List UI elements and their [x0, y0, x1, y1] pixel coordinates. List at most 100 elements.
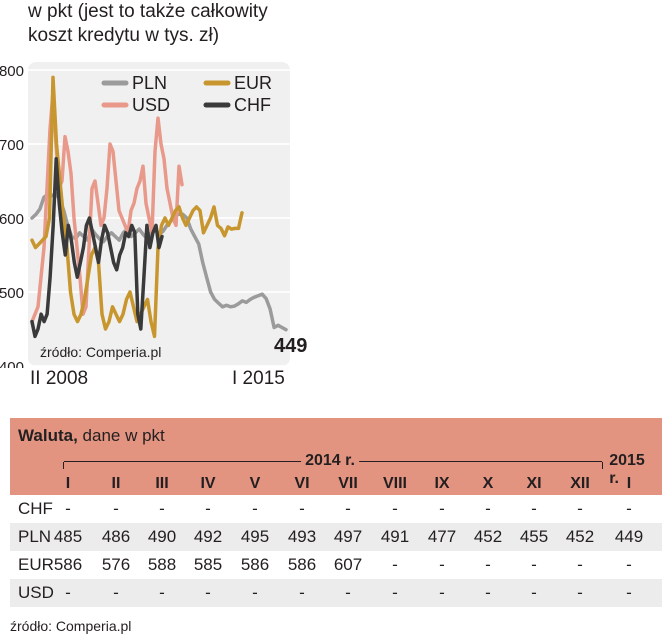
subtitle-line-1: w pkt (jest to także całkowity — [28, 1, 268, 22]
table-cell: - — [577, 555, 583, 574]
table-cell: - — [531, 555, 537, 574]
table-cell: 491 — [380, 527, 410, 546]
table-rows: CHF - - - - - - - - - - - - - PLN 485 486 490 492 495 493 497… — [10, 495, 662, 607]
month-label: III — [155, 475, 169, 492]
legend-label: CHF — [234, 95, 271, 115]
legend-label: USD — [132, 95, 170, 115]
table-cell: 586 — [53, 555, 83, 574]
table-cell: 495 — [240, 527, 270, 546]
table-cell: - — [485, 583, 491, 602]
table-cell: 607 — [333, 555, 363, 574]
month-label: XII — [570, 475, 590, 492]
table-cell: 490 — [147, 527, 177, 546]
month-label: IX — [434, 475, 450, 492]
table-cell: - — [252, 583, 258, 602]
y-tick-label: 800 — [0, 63, 24, 80]
month-label: XI — [526, 475, 542, 492]
currency-label: PLN — [18, 527, 52, 546]
table-cell: - — [392, 499, 398, 518]
table-cell: - — [345, 583, 351, 602]
group-label-2014: 2014 r. — [301, 452, 359, 470]
table-cell: - — [531, 583, 537, 602]
table-cell: 493 — [287, 527, 317, 546]
month-label: IV — [200, 475, 216, 492]
month-label: VIII — [382, 475, 408, 492]
table-cell: - — [626, 555, 632, 574]
month-label: V — [249, 475, 261, 492]
table-caption: Waluta, dane w pkt — [18, 426, 165, 446]
table-cell: - — [392, 583, 398, 602]
table-cell: - — [65, 499, 71, 518]
end-value-label: 449 — [274, 335, 307, 357]
table-cell: - — [439, 583, 445, 602]
legend-label: PLN — [132, 73, 167, 93]
table-cell: - — [205, 583, 211, 602]
table-cell: - — [531, 499, 537, 518]
plot-background — [28, 62, 290, 366]
table-cell: 452 — [473, 527, 503, 546]
table-cell: 452 — [565, 527, 595, 546]
month-labels: I II III IV V VI VII VIII IX X XI XII I — [10, 474, 662, 494]
table-cell: - — [392, 555, 398, 574]
caption-rest: dane w pkt — [77, 426, 165, 445]
table-cell: 477 — [427, 527, 457, 546]
y-tick-label: 700 — [0, 137, 24, 154]
y-tick-label: 400 — [0, 359, 24, 368]
y-tick-label: 600 — [0, 211, 24, 228]
month-label: X — [482, 475, 494, 492]
table-cell: 492 — [193, 527, 223, 546]
table-cell: 449 — [614, 527, 644, 546]
table-cell: - — [113, 583, 119, 602]
table-row: CHF - - - - - - - - - - - - - — [10, 495, 662, 523]
table-cell: - — [577, 499, 583, 518]
month-label: I — [65, 475, 71, 492]
table-cell: 485 — [53, 527, 83, 546]
table-cell: - — [299, 583, 305, 602]
table-cell: - — [439, 499, 445, 518]
month-label: VI — [294, 475, 310, 492]
table-cell: - — [439, 555, 445, 574]
table-cell: - — [485, 499, 491, 518]
table-cell: - — [252, 499, 258, 518]
table-cell: - — [485, 555, 491, 574]
currency-label: CHF — [18, 499, 53, 518]
year-groups: 2014 r. 2015 r. — [10, 452, 662, 488]
table-cell: - — [626, 583, 632, 602]
table-cell: - — [299, 499, 305, 518]
table-cell: 497 — [333, 527, 363, 546]
legend-label: EUR — [234, 73, 272, 93]
table-cell: - — [205, 499, 211, 518]
series-line-chf — [30, 157, 164, 339]
month-label: VII — [338, 475, 358, 492]
month-label: II — [111, 475, 121, 492]
currency-label: USD — [18, 583, 54, 602]
chart-source: źródło: Comperia.pl — [40, 344, 161, 360]
table-cell: - — [345, 499, 351, 518]
table-cell: 455 — [519, 527, 549, 546]
table-cell: - — [159, 583, 165, 602]
table-source: źródło: Comperia.pl — [10, 618, 132, 634]
group-label-2015: 2015 r. — [605, 452, 649, 488]
table-cell: - — [626, 499, 632, 518]
table-row: USD - - - - - - - - - - - - - — [10, 579, 662, 607]
table-row: EUR 586 576 588 585 586 586 607- - - - - - — [10, 551, 662, 579]
table-cell: 576 — [101, 555, 131, 574]
table-cell: 586 — [240, 555, 270, 574]
table-cell: - — [159, 499, 165, 518]
chart-subtitle: w pkt (jest to także całkowity koszt kre… — [28, 0, 348, 48]
table-cell: - — [65, 583, 71, 602]
data-table: Waluta, dane w pkt 2014 r. 2015 r. I II II… — [10, 418, 662, 607]
table-cell: - — [113, 499, 119, 518]
table-header: Waluta, dane w pkt 2014 r. 2015 r. I II II… — [10, 418, 662, 495]
month-label: I — [626, 475, 632, 492]
caption-bold: Waluta, — [18, 426, 78, 445]
table-cell: 486 — [101, 527, 131, 546]
x-start-label: II 2008 — [30, 368, 89, 389]
table-row: PLN 485 486 490 492 495 493 497 491 477 452 455 452 4… — [10, 523, 662, 551]
table-cell: - — [577, 583, 583, 602]
table-cell: 588 — [147, 555, 177, 574]
x-end-label: I 2015 — [232, 368, 285, 389]
y-tick-label: 500 — [0, 285, 24, 302]
currency-label: EUR — [18, 555, 54, 574]
